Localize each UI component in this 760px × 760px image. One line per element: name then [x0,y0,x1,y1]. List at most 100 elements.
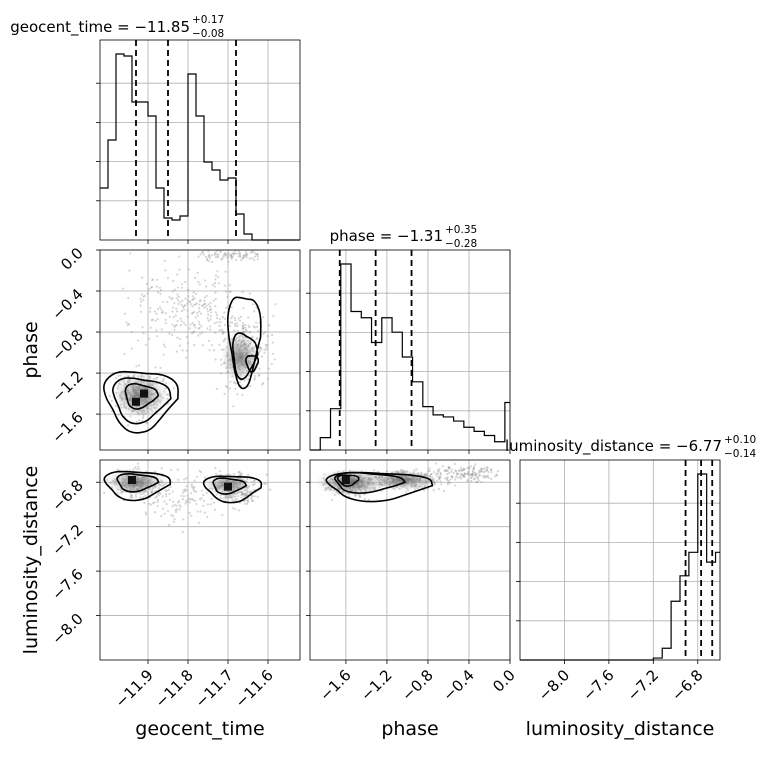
scatter-point [229,496,232,499]
scatter-point [245,502,249,505]
scatter-point [187,288,190,291]
scatter-point [236,324,239,328]
scatter-point [483,467,486,470]
scatter-point [194,499,197,502]
scatter-point [164,318,167,321]
scatter-point [164,322,167,325]
scatter-point [173,503,176,506]
scatter-point [467,473,470,476]
scatter-point [197,334,200,337]
scatter-point [242,326,245,329]
scatter-point [243,254,246,257]
scatter-point [214,467,217,470]
scatter-point [179,317,182,320]
scatter-point [162,300,165,303]
scatter-point [264,343,267,346]
scatter-point [423,489,426,492]
scatter-point [171,323,174,326]
panel-frame-0-0 [99,39,301,241]
scatter-point [249,330,252,333]
scatter-point [463,475,466,478]
scatter-point [268,324,271,327]
scatter-point [222,340,225,343]
scatter-point [137,419,141,422]
scatter-point [462,475,465,478]
scatter-point [199,312,202,315]
scatter-point [255,325,259,328]
scatter-point [150,503,153,506]
scatter-point [182,491,185,494]
scatter-point [451,475,454,478]
scatter-point [209,503,212,506]
scatter-point [181,530,184,534]
scatter-point [215,472,218,475]
scatter-point [231,321,234,324]
scatter-point [156,500,159,504]
scatter-point [458,468,461,471]
scatter-point [229,290,232,293]
scatter-point [159,289,163,292]
scatter-point [437,470,440,473]
scatter-point [455,473,458,476]
scatter-point [221,316,224,319]
scatter-point [137,465,140,468]
scatter-point [177,299,180,302]
scatter-point [478,474,481,477]
scatter-point [195,302,198,305]
scatter-point [192,291,195,294]
scatter-point [239,315,242,318]
scatter-point [166,301,169,304]
scatter-point [224,270,227,273]
scatter-point [475,480,478,484]
scatter-point [207,255,210,258]
scatter-point [245,256,248,259]
scatter-point [209,325,212,328]
scatter-point [486,469,489,472]
scatter-point [207,313,210,316]
scatter-point [185,356,188,359]
scatter-point [245,494,248,497]
scatter-point [439,476,442,479]
scatter-point [148,337,151,340]
scatter-point [231,315,234,318]
scatter-point [263,482,266,485]
scatter-point [255,306,258,310]
scatter-point [452,471,455,475]
scatter-point [159,366,162,369]
scatter-point [462,468,465,471]
scatter-point [154,366,157,369]
scatter-point [439,480,442,483]
scatter-point [141,419,144,422]
scatter-point [471,473,474,476]
scatter-point [234,495,237,498]
scatter-point [213,349,216,352]
scatter-point [236,393,239,396]
scatter-point [180,303,183,306]
scatter-point [229,380,232,383]
scatter-point [191,295,194,298]
scatter-point [213,285,216,288]
scatter-point [466,480,469,483]
svg-text:−0.08: −0.08 [192,28,224,40]
scatter-point [195,475,199,478]
panel-frames [99,39,721,661]
scatter-point [148,310,152,313]
scatter-point [223,338,226,341]
scatter-point [271,341,274,344]
scatter-point [167,524,171,527]
scatter-point [174,324,177,327]
scatter-point [224,337,227,340]
scatter-point [438,474,442,477]
scatter-point [198,310,201,313]
scatter-point [216,270,219,273]
scatter-point [479,468,483,471]
scatter-point [186,342,189,345]
scatter-point [447,472,451,475]
scatter-point [237,255,240,258]
scatter-point [428,467,431,470]
scatter-point [191,321,194,325]
scatter-point [436,469,439,472]
histogram-phase [310,263,510,451]
scatter-point [178,500,181,503]
scatter-point [463,473,466,476]
